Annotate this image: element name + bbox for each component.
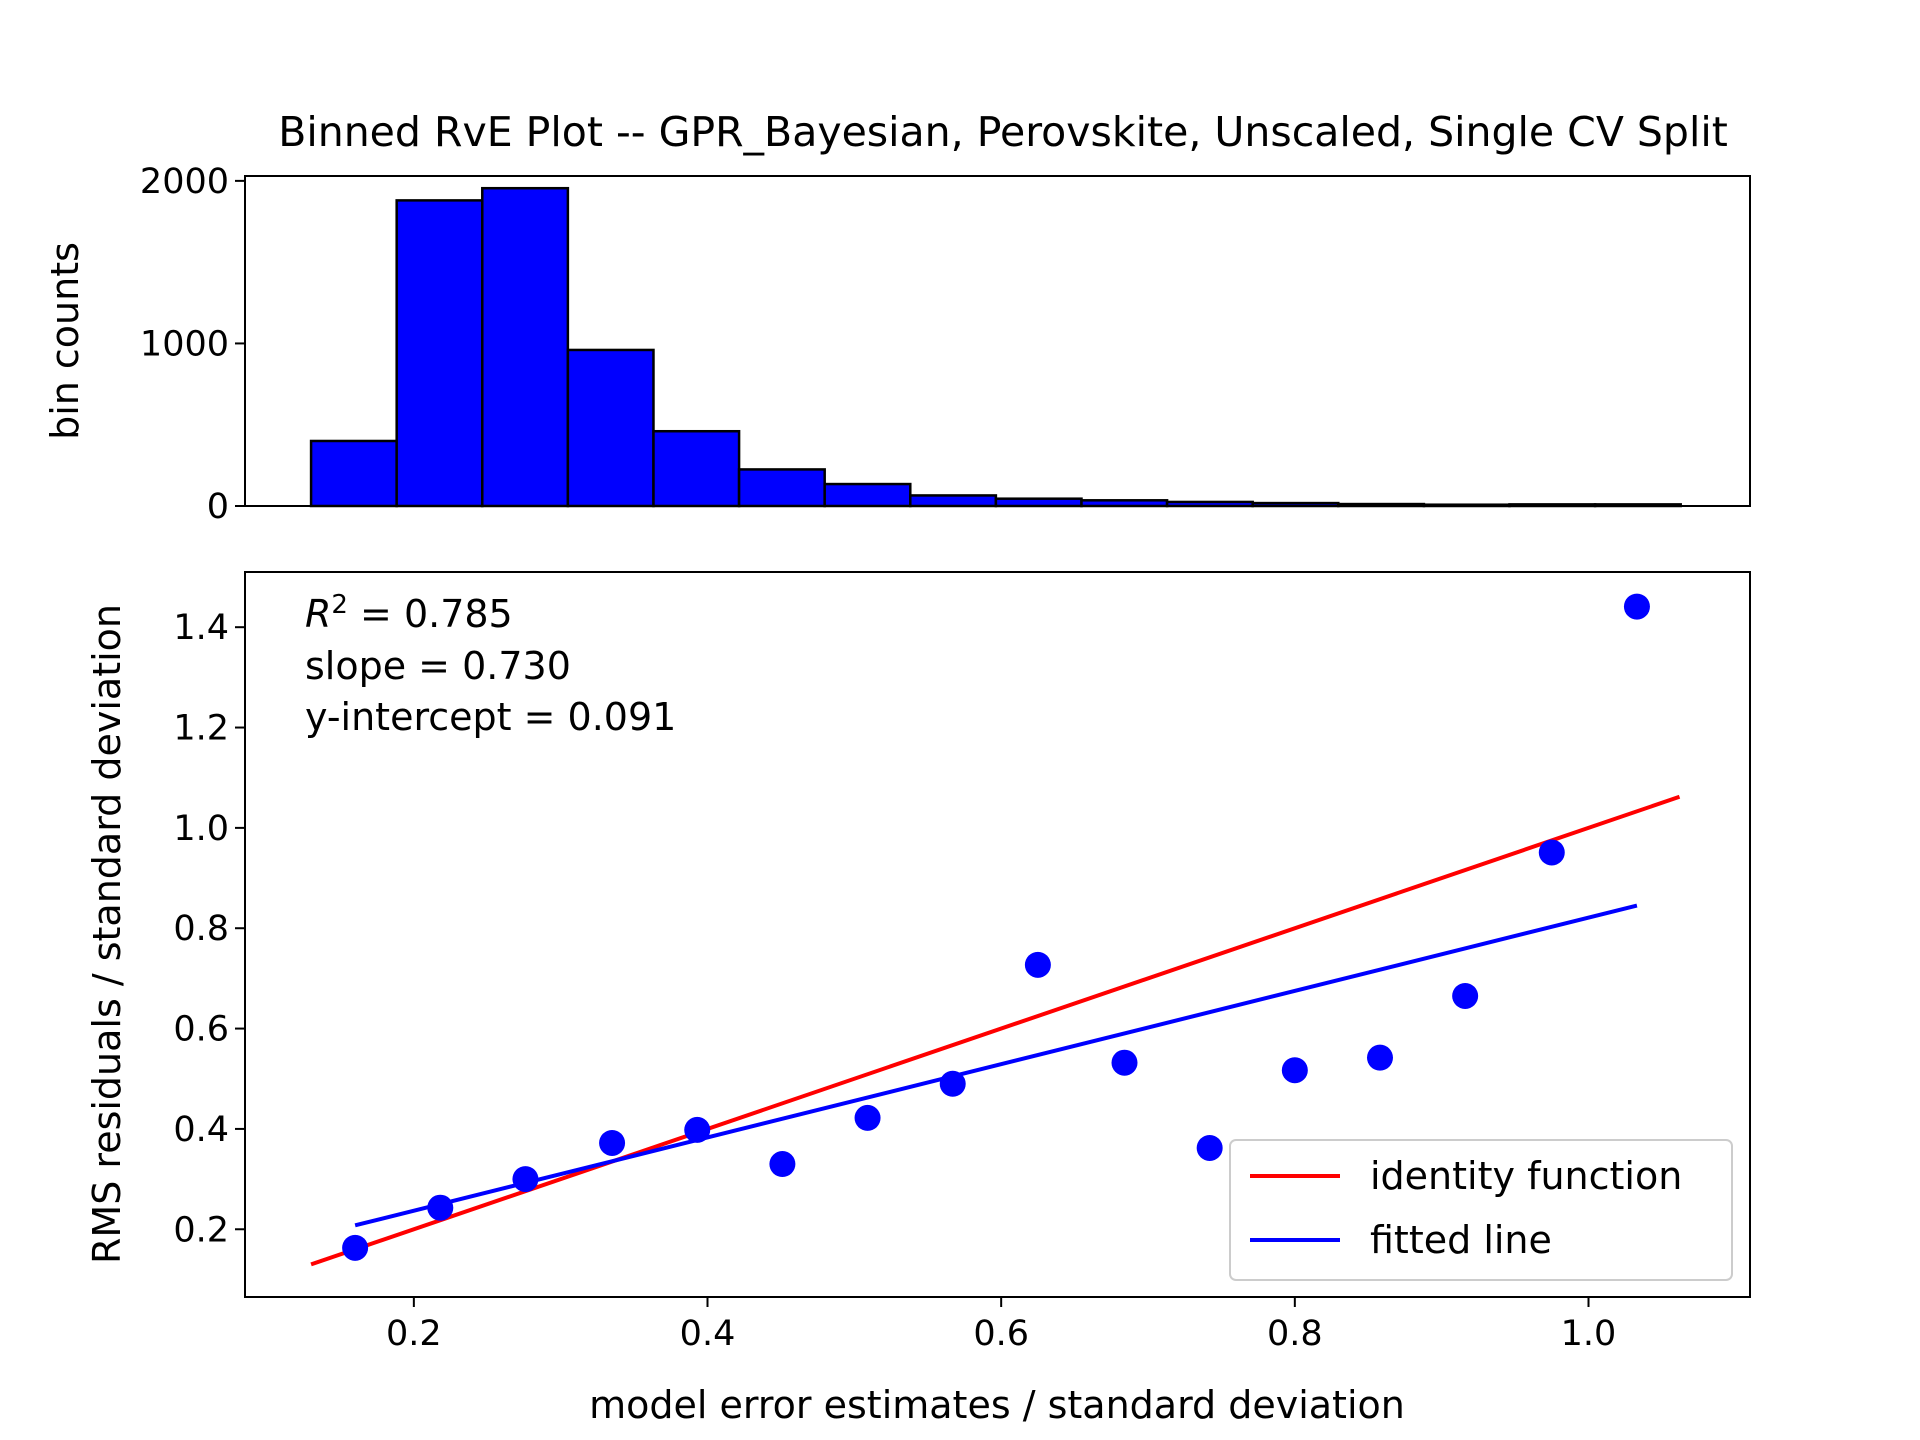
scatter-y-tick-label: 0.6 <box>173 1010 229 1050</box>
histogram-bar <box>737 468 826 508</box>
scatter-y-tick-label: 1.4 <box>173 608 229 648</box>
data-point <box>854 1104 881 1131</box>
scatter-x-tick-label: 0.4 <box>680 1314 736 1354</box>
slope-annotation: slope = 0.730 <box>305 644 571 688</box>
histogram-y-ticks: 0 1000 2000 <box>140 162 245 527</box>
scatter-x-ticks: 0.2 0.4 0.6 0.8 1.0 <box>386 1297 1616 1354</box>
histogram-panel: 0 1000 2000 bin counts <box>43 162 1751 527</box>
chart-title: Binned RvE Plot -- GPR_Bayesian, Perovsk… <box>278 108 1728 156</box>
histogram-y-tick-label: 0 <box>207 487 229 527</box>
histogram-y-tick-label: 2000 <box>140 162 229 202</box>
identity-line <box>310 794 1681 1267</box>
scatter-axes-frame <box>244 571 1751 1298</box>
legend-label-identity: identity function <box>1370 1154 1682 1198</box>
data-point <box>1366 1044 1393 1071</box>
data-point <box>1111 1049 1138 1076</box>
legend-box <box>1229 1139 1733 1281</box>
scatter-x-tick-label: 1.0 <box>1561 1314 1617 1354</box>
scatter-y-tick-label: 0.4 <box>173 1110 229 1150</box>
data-point <box>512 1166 539 1193</box>
scatter-y-axis-label: RMS residuals / standard deviation <box>85 604 129 1264</box>
data-point <box>342 1234 369 1261</box>
r-squared-annotation: R2 = 0.785 <box>305 590 513 636</box>
data-point <box>599 1129 626 1156</box>
scatter-y-ticks: 0.2 0.4 0.6 0.8 1.0 1.2 1.4 <box>173 608 245 1250</box>
scatter-points <box>342 593 1650 1261</box>
legend-label-fitted: fitted line <box>1370 1218 1552 1262</box>
data-point <box>1452 982 1479 1009</box>
scatter-x-tick-label: 0.2 <box>386 1314 442 1354</box>
scatter-lines <box>310 794 1681 1267</box>
scatter-y-tick-label: 1.2 <box>173 709 229 749</box>
scatter-x-tick-label: 0.6 <box>973 1314 1029 1354</box>
histogram-y-tick-label: 1000 <box>140 324 229 364</box>
scatter-x-axis-label: model error estimates / standard deviati… <box>589 1383 1405 1427</box>
data-point <box>1024 951 1051 978</box>
data-point <box>427 1194 454 1221</box>
scatter-y-tick-label: 0.2 <box>173 1210 229 1250</box>
data-point <box>1196 1134 1223 1161</box>
histogram-axes-frame <box>244 175 1751 507</box>
data-point <box>684 1116 711 1143</box>
histogram-bar <box>481 186 570 508</box>
histogram-bar <box>309 439 398 508</box>
histogram-y-axis-label: bin counts <box>43 242 87 440</box>
scatter-y-tick-label: 0.8 <box>173 909 229 949</box>
histogram-bar <box>652 429 741 508</box>
data-point <box>769 1151 796 1178</box>
scatter-x-tick-label: 0.8 <box>1267 1314 1323 1354</box>
fitted-line <box>354 903 1638 1228</box>
histogram-bar <box>395 199 484 508</box>
histogram-bar <box>994 497 1083 508</box>
data-point <box>1538 839 1565 866</box>
data-point <box>1281 1057 1308 1084</box>
histogram-bar <box>566 348 655 508</box>
intercept-annotation: y-intercept = 0.091 <box>305 695 676 739</box>
data-point <box>939 1070 966 1097</box>
histogram-bars <box>309 186 1682 508</box>
histogram-bar <box>823 482 912 508</box>
histogram-bar <box>909 494 998 508</box>
legend: identity function fitted line <box>1229 1139 1733 1281</box>
data-point <box>1623 593 1650 620</box>
scatter-y-tick-label: 1.0 <box>173 809 229 849</box>
scatter-panel: 0.2 0.4 0.6 0.8 1.0 0.2 0.4 0.6 0.8 1.0 1.2 1.4 mo… <box>85 571 1751 1427</box>
